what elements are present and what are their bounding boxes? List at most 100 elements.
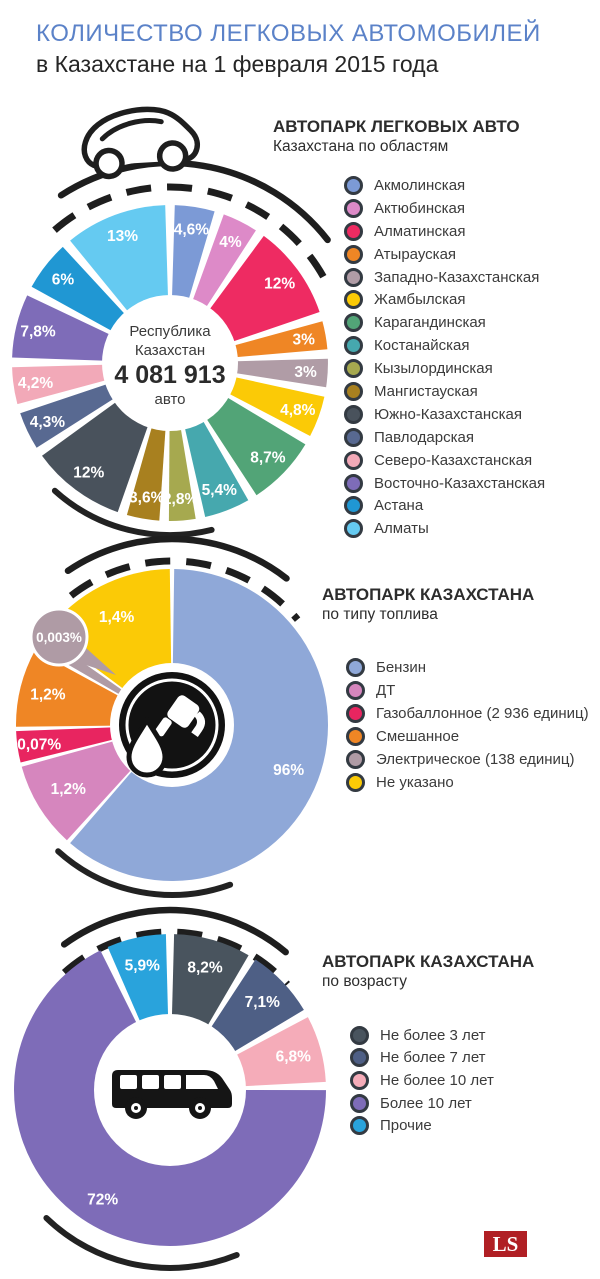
legend-item: Акмолинская xyxy=(344,174,545,197)
legend-color-dot xyxy=(344,381,363,401)
legend-item: Западно-Казахстанская xyxy=(344,266,545,289)
legend-label: Электрическое (138 единиц) xyxy=(376,751,575,768)
legend-color-dot xyxy=(344,359,363,379)
legend-label: Павлодарская xyxy=(374,428,474,446)
slice-percent-label: 5,9% xyxy=(125,958,161,975)
slice-percent-label: 0,07% xyxy=(17,736,61,753)
legend-item: Актюбинская xyxy=(344,197,545,220)
slice-percent-label: 3% xyxy=(292,332,315,349)
slice-percent-label: 4% xyxy=(219,234,242,251)
legend-item: ДТ xyxy=(346,679,589,702)
legend-item: Мангистауская xyxy=(344,380,545,403)
legend-label: Западно-Казахстанская xyxy=(374,268,540,286)
legend-label: Жамбылская xyxy=(374,291,466,309)
legend-item: Восточно-Казахстанская xyxy=(344,472,545,495)
legend-item: Южно-Казахстанская xyxy=(344,403,545,426)
slice-percent-label: 1,4% xyxy=(99,609,135,626)
legend-item: Прочие xyxy=(350,1114,494,1137)
legend-color-dot xyxy=(344,450,363,470)
slice-percent-label: 6% xyxy=(52,272,75,289)
legend-color-dot xyxy=(346,750,365,769)
section-title-regions: АВТОПАРК ЛЕГКОВЫХ АВТО Казахстана по обл… xyxy=(273,117,520,156)
center-line1: Республика xyxy=(129,323,211,340)
center-unit: авто xyxy=(154,391,186,408)
legend-item: Не более 10 лет xyxy=(350,1069,494,1092)
road-solid-arc xyxy=(64,535,290,582)
slice-percent-label: 5,4% xyxy=(202,482,238,499)
fuel-drop-icon xyxy=(126,715,168,778)
fuel-nozzle-icon xyxy=(119,672,225,778)
slice-percent-label: 6,8% xyxy=(276,1049,312,1066)
legend-item: Газобаллонное (2 936 единиц) xyxy=(346,702,589,725)
legend-item: Не указано xyxy=(346,771,589,794)
legend-label: Восточно-Казахстанская xyxy=(374,474,546,492)
legend-label: Астана xyxy=(374,497,424,515)
legend-label: Прочие xyxy=(380,1117,432,1135)
section-title-fuel: АВТОПАРК КАЗАХСТАНА по типу топлива xyxy=(322,585,534,624)
slice-percent-label: 12% xyxy=(73,464,104,481)
fuel-legend: Бензин ДТ Газобаллонное (2 936 единиц) С… xyxy=(346,656,589,794)
callout-percent-label: 0,003% xyxy=(36,630,82,645)
regions-donut-chart: 4,6% 4% 12% 3% 3% 4,8% 8,7% 5,4%2,8%3,6% 12% 4,3%… xyxy=(12,106,331,539)
page-title-line2: в Казахстане на 1 февраля 2015 года xyxy=(36,51,439,77)
legend-color-dot xyxy=(344,427,363,447)
legend-color-dot xyxy=(344,267,363,287)
ls-logo: LS xyxy=(484,1231,527,1257)
legend-color-dot xyxy=(344,221,363,241)
legend-color-dot xyxy=(350,1025,369,1045)
section-title-age: АВТОПАРК КАЗАХСТАНА по возрасту xyxy=(322,952,534,991)
legend-label: Мангистауская xyxy=(374,382,478,400)
legend-color-dot xyxy=(346,658,365,677)
legend-color-dot xyxy=(350,1093,369,1113)
slice-percent-label: 4,8% xyxy=(280,402,316,419)
legend-color-dot xyxy=(346,727,365,746)
ls-logo-text: LS xyxy=(492,1231,519,1256)
slice-percent-label: 7,1% xyxy=(245,994,281,1011)
legend-label: Карагандинская xyxy=(374,314,486,332)
slice-percent-label: 12% xyxy=(264,275,295,292)
legend-label: Смешанное xyxy=(376,728,460,745)
section-subtitle-text: Казахстана по областям xyxy=(273,138,449,155)
legend-item: Кызылординская xyxy=(344,357,545,380)
slice-percent-label: 8,7% xyxy=(250,450,286,467)
slice-percent-label: 4,3% xyxy=(30,414,66,431)
legend-item: Электрическое (138 единиц) xyxy=(346,748,589,771)
legend-label: Акмолинская xyxy=(374,176,466,194)
legend-label: Бензин xyxy=(376,659,427,676)
road-swoosh-arc xyxy=(43,1215,240,1271)
car-icon xyxy=(81,106,201,180)
legend-color-dot xyxy=(344,404,363,424)
legend-color-dot xyxy=(344,313,363,333)
legend-color-dot xyxy=(346,681,365,700)
legend-label: Не более 7 лет xyxy=(380,1049,486,1067)
road-solid-arc xyxy=(60,906,289,956)
legend-label: Костанайская xyxy=(374,337,470,355)
legend-label: Алматинская xyxy=(374,222,466,240)
legend-item: Алматинская xyxy=(344,220,545,243)
road-dashed-arc xyxy=(61,928,290,987)
legend-item: Не более 7 лет xyxy=(350,1047,494,1070)
road-swoosh-arc xyxy=(51,487,215,539)
legend-item: Жамбылская xyxy=(344,288,545,311)
legend-item: Павлодарская xyxy=(344,426,545,449)
legend-color-dot xyxy=(344,175,363,195)
slice-percent-label: 1,2% xyxy=(30,687,66,704)
section-title-text: АВТОПАРК ЛЕГКОВЫХ АВТО xyxy=(273,117,520,136)
road-dashed-arc xyxy=(52,183,329,283)
legend-color-dot xyxy=(350,1116,369,1136)
legend-color-dot xyxy=(350,1070,369,1090)
page-title: КОЛИЧЕСТВО ЛЕГКОВЫХ АВТОМОБИЛЕЙ в Казахс… xyxy=(36,18,541,80)
van-icon xyxy=(112,1070,232,1119)
slice-percent-label: 4,2% xyxy=(18,375,54,392)
legend-color-dot xyxy=(346,704,365,723)
center-total-value: 4 081 913 xyxy=(114,361,226,389)
legend-item: Смешанное xyxy=(346,725,589,748)
legend-color-dot xyxy=(344,519,363,539)
legend-item: Костанайская xyxy=(344,334,545,357)
slice-percent-label: 96% xyxy=(273,762,304,779)
section-title-text: АВТОПАРК КАЗАХСТАНА xyxy=(322,952,535,971)
slice-percent-label: 2,8% xyxy=(163,491,199,508)
slice-percent-label: 7,8% xyxy=(20,323,56,340)
legend-label: Не более 3 лет xyxy=(380,1026,486,1044)
